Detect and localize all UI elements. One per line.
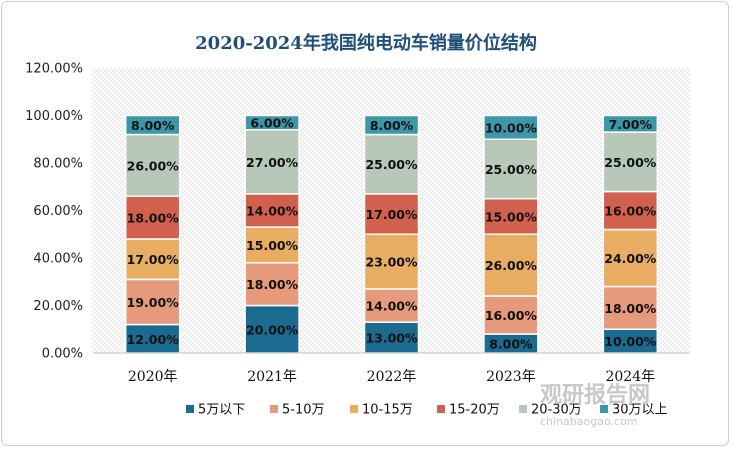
data-label: 15.00%: [485, 209, 538, 224]
data-label: 18.00%: [246, 277, 299, 292]
data-label: 27.00%: [246, 155, 299, 170]
data-label: 8.00%: [489, 337, 533, 352]
bar-segment: [602, 114, 659, 133]
data-label: 14.00%: [246, 204, 299, 219]
legend-label: 20-30万: [531, 403, 582, 418]
data-label: 23.00%: [365, 255, 418, 270]
data-label: 17.00%: [127, 252, 180, 267]
bar-segment: [602, 131, 659, 193]
data-label: 25.00%: [485, 162, 538, 177]
y-tick-label: 120.00%: [25, 62, 83, 77]
bar-segment: [483, 295, 539, 335]
x-tick-label: 2020年: [128, 369, 178, 385]
legend-swatch: [437, 405, 445, 413]
data-label: 6.00%: [250, 116, 294, 131]
bar-segment: [124, 195, 181, 240]
data-label: 8.00%: [131, 118, 175, 133]
data-label: 20.00%: [246, 322, 299, 337]
legend-swatch: [600, 405, 608, 413]
bar-segment: [124, 133, 181, 197]
legend-label: 5-10万: [282, 403, 325, 418]
data-label: 10.00%: [485, 120, 538, 135]
data-label: 15.00%: [246, 238, 299, 253]
bar-segment: [483, 233, 539, 297]
bar-segment: [363, 114, 420, 136]
bar-segment: [244, 193, 300, 228]
data-label: 19.00%: [127, 295, 180, 310]
legend-label: 5万以下: [198, 403, 245, 418]
y-tick-label: 0.00%: [42, 347, 83, 362]
y-tick-label: 40.00%: [33, 252, 83, 267]
bars: 12.00% 19.00% 17.00% 18.00% 26.00% 8.00% 20.00…: [124, 114, 659, 354]
data-label: 10.00%: [604, 334, 657, 349]
x-axis: 2020年 2021年 2022年 2023年 2024年: [93, 352, 690, 385]
bar-segment: [363, 321, 420, 354]
data-label: 17.00%: [365, 207, 418, 222]
watermark: 观研报告网 chinabaogao.com: [540, 383, 650, 428]
legend: 5万以下 5-10万 10-15万 15-20万 20-30万 30万以上: [186, 403, 668, 418]
data-label: 26.00%: [485, 258, 538, 273]
y-tick-label: 60.00%: [33, 204, 83, 219]
data-label: 16.00%: [604, 204, 657, 219]
bar-segment: [244, 114, 300, 131]
bar-segment: [244, 226, 300, 264]
bar-segment: [363, 233, 420, 290]
legend-label: 30万以上: [612, 403, 668, 418]
bar-segment: [483, 197, 539, 235]
data-label: 8.00%: [370, 118, 414, 133]
data-label: 18.00%: [127, 211, 180, 226]
y-tick-label: 80.00%: [33, 157, 83, 172]
data-label: 18.00%: [604, 301, 657, 316]
watermark-name: 观研报告网: [540, 383, 650, 408]
x-tick-label: 2024年: [605, 369, 655, 385]
data-label: 25.00%: [365, 157, 418, 172]
bar-segment: [244, 129, 300, 195]
y-tick-label: 100.00%: [25, 109, 83, 124]
bar-segment: [602, 228, 659, 288]
legend-swatch: [519, 405, 527, 413]
bar-segment: [244, 262, 300, 307]
data-label: 16.00%: [485, 308, 538, 323]
data-label: 14.00%: [365, 299, 418, 314]
chart-title: 2020-2024年我国纯电动车销量价位结构: [195, 32, 537, 54]
legend-swatch: [350, 405, 358, 413]
bar-segment: [363, 288, 420, 323]
y-axis: 0.00% 20.00% 40.00% 60.00% 80.00% 100.00% 120.…: [25, 62, 83, 362]
bar-segment: [124, 278, 181, 326]
data-label: 24.00%: [604, 251, 657, 266]
data-label: 13.00%: [365, 331, 418, 346]
y-tick-label: 20.00%: [33, 299, 83, 314]
legend-swatch: [186, 405, 194, 413]
legend-label: 10-15万: [362, 403, 413, 418]
x-tick-label: 2023年: [486, 369, 536, 385]
x-tick-label: 2022年: [367, 369, 417, 385]
data-label: 26.00%: [127, 158, 180, 173]
x-tick-label: 2021年: [247, 369, 297, 385]
bar-segment: [124, 114, 181, 136]
data-label: 7.00%: [609, 117, 653, 132]
data-label: 12.00%: [127, 332, 180, 347]
legend-label: 15-20万: [449, 403, 500, 418]
bar-segment: [483, 114, 539, 140]
data-label: 25.00%: [604, 155, 657, 170]
bar-segment: [363, 193, 420, 235]
legend-swatch: [270, 405, 278, 413]
watermark-url: chinabaogao.com: [540, 415, 638, 428]
